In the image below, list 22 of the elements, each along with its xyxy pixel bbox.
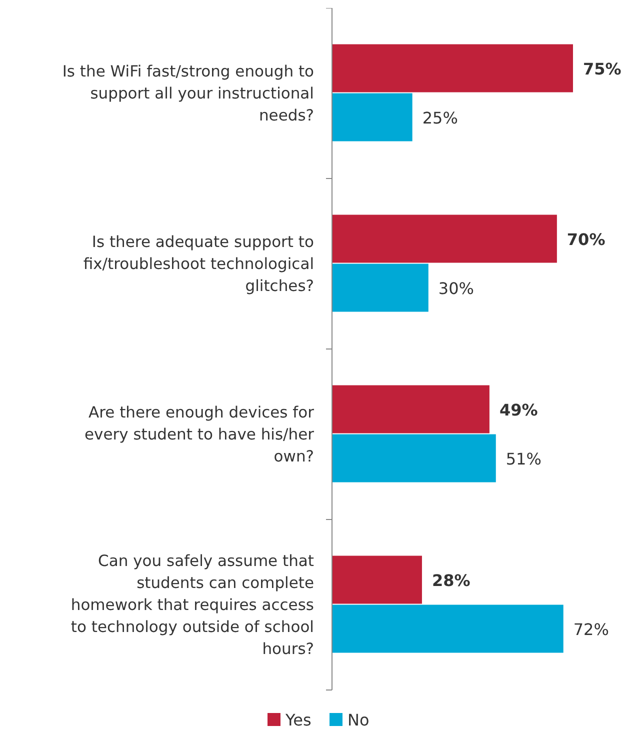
- data-label: 75%: [583, 59, 622, 78]
- bar: [332, 93, 412, 142]
- data-label: 25%: [422, 108, 458, 128]
- data-label: 30%: [438, 278, 474, 298]
- legend-label: No: [348, 710, 370, 730]
- data-label: 51%: [506, 449, 542, 468]
- legend-label: Yes: [284, 710, 312, 730]
- data-label: 28%: [432, 570, 470, 590]
- data-label: 49%: [499, 400, 538, 420]
- bar: [332, 556, 422, 604]
- y-tick-label: Is the WiFi fast/strong enough to support all your instructional needs?: [62, 62, 314, 124]
- y-tick-label: Are there enough devices for every student to have his/her own?: [84, 403, 315, 466]
- bar: [332, 604, 564, 653]
- y-tick-label: Can you safely assume that students can complete homework that requires access to technology outside of school hours?: [70, 552, 314, 658]
- y-tick-label: Is there adequate support to fix/troubleshoot technological glitches?: [83, 232, 314, 295]
- bar: [332, 214, 557, 263]
- bar: [332, 434, 496, 482]
- bar: [332, 44, 573, 92]
- bar: [332, 264, 428, 312]
- data-label: 70%: [566, 230, 606, 249]
- data-label: 72%: [573, 620, 609, 639]
- bar: [332, 385, 490, 434]
